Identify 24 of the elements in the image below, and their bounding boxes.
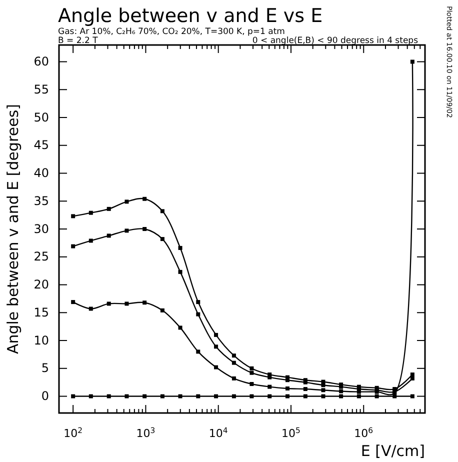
y-tick-label: 50 <box>34 110 49 124</box>
y-tick-label: 0 <box>41 389 49 404</box>
y-tick-label: 10 <box>34 333 49 348</box>
y-tick-label: 30 <box>34 222 49 236</box>
y-tick-label: 5 <box>41 361 49 376</box>
y-tick-label: 60 <box>34 54 49 69</box>
x-tick-label: 10$^{4}$ <box>208 425 228 440</box>
x-tick-label: 10$^{2}$ <box>64 425 83 440</box>
x-tick-label: 10$^{5}$ <box>282 425 301 440</box>
annotation: 0 < angle(E,B) < 90 degress in 4 steps <box>252 36 419 46</box>
chart-subtitle: Gas: Ar 10%, C₂H₆ 70%, CO₂ 20%, T=300 K, p=1 atm <box>58 27 285 37</box>
y-tick-label: 35 <box>34 194 49 208</box>
chart-title: Angle between v and E vs E <box>58 5 323 27</box>
y-tick-label: 40 <box>34 166 49 180</box>
y-axis-title: Angle between v and E [degrees] <box>4 104 22 354</box>
y-tick-label: 15 <box>34 305 49 320</box>
x-tick-label: 10$^{3}$ <box>136 425 156 440</box>
y-tick-label: 25 <box>34 250 49 264</box>
y-tick-label: 55 <box>34 82 49 96</box>
x-axis-title: E [V/cm] <box>360 442 425 460</box>
y-tick-label: 45 <box>34 138 49 152</box>
x-tick-label: 10$^{6}$ <box>354 425 374 440</box>
annotation: B = 2.2 T <box>58 36 99 46</box>
y-tick-label: 20 <box>34 278 49 292</box>
